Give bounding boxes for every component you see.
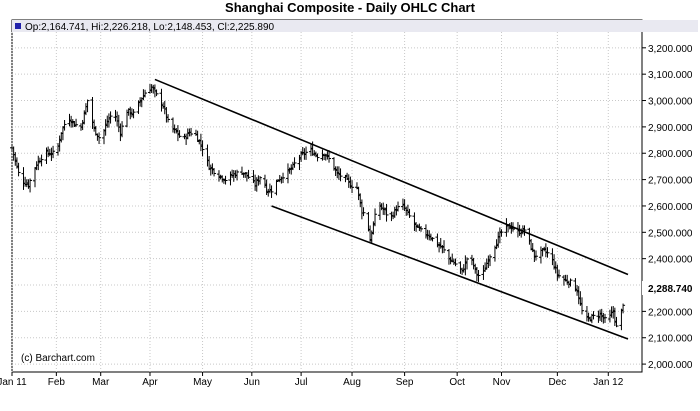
x-tick-label: Aug xyxy=(343,377,361,388)
x-tick-label: Oct xyxy=(449,377,465,388)
y-tick-label: 2,200.000 xyxy=(648,307,693,318)
y-tick-label: 2,900.000 xyxy=(648,123,693,134)
x-tick-label: Jul xyxy=(295,377,308,388)
y-tick-label: 3,000.000 xyxy=(648,97,693,108)
y-tick-label: 2,100.000 xyxy=(648,334,693,345)
y-tick-label: 3,200.000 xyxy=(648,44,693,55)
x-tick-label: Dec xyxy=(548,377,566,388)
x-tick-label: Feb xyxy=(48,377,66,388)
x-tick-label: Nov xyxy=(493,377,511,388)
y-tick-label: 2,700.000 xyxy=(648,176,693,187)
y-axis: 2,000.0002,100.0002,200.0002,300.0002,40… xyxy=(642,44,693,371)
x-axis: Jan 11 Feb Mar Apr May Jun Jul Aug Sep Oct Nov Dec J… xyxy=(0,372,624,388)
y-tick-label: 3,100.000 xyxy=(648,70,693,81)
y-tick-label: 2,400.000 xyxy=(648,255,693,266)
last-price-box xyxy=(642,280,698,295)
watermark: (c) Barchart.com xyxy=(21,353,95,364)
legend-bar xyxy=(12,20,698,32)
x-tick-label: Mar xyxy=(92,377,110,388)
gridlines xyxy=(11,32,642,372)
y-tick-label: 2,500.000 xyxy=(648,228,693,239)
y-tick-label: 2,000.000 xyxy=(648,360,693,371)
chart-title: Shanghai Composite - Daily OHLC Chart xyxy=(225,0,475,15)
legend-text: Op:2,164.741, Hi:2,226.218, Lo:2,148.453… xyxy=(25,22,275,33)
last-price-label: 2,288.740 xyxy=(648,284,693,295)
lower-channel-trendline xyxy=(271,205,629,340)
y-tick-label: 2,600.000 xyxy=(648,202,693,213)
x-tick-label: Sep xyxy=(396,377,414,388)
plot-area xyxy=(11,19,643,373)
x-tick-label: Apr xyxy=(142,377,158,388)
legend-swatch xyxy=(15,23,21,29)
x-tick-label: Jan 11 xyxy=(0,377,27,388)
y-tick-label: 2,800.000 xyxy=(648,149,693,160)
upper-channel-trendline xyxy=(154,78,629,276)
trendlines xyxy=(154,78,629,340)
x-tick-label: May xyxy=(193,377,212,388)
x-tick-label: Jun xyxy=(244,377,260,388)
x-tick-label: Jan 12 xyxy=(593,377,623,388)
